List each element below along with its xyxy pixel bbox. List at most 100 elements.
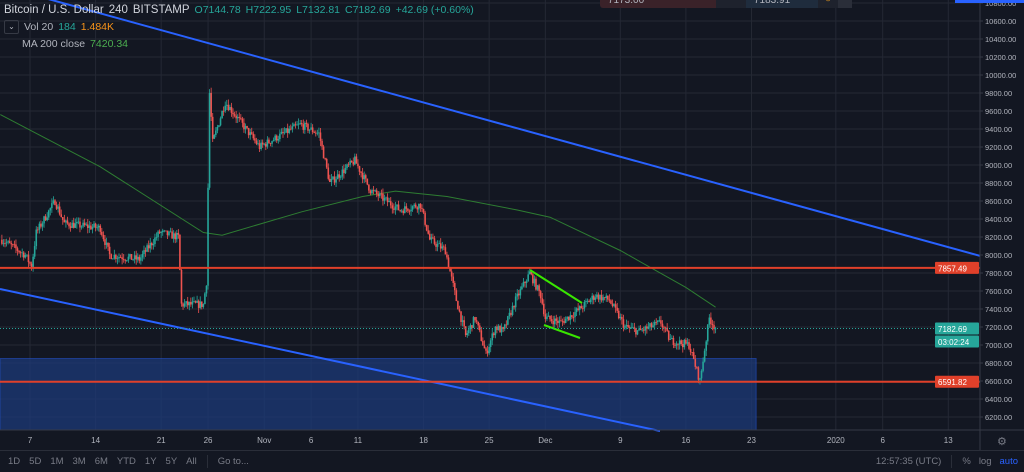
candle: [319, 132, 322, 141]
drawings[interactable]: [0, 0, 1024, 432]
candle: [289, 128, 292, 130]
time-tick-label: 13: [944, 436, 953, 445]
interval[interactable]: 240: [108, 4, 128, 16]
candle: [325, 159, 328, 168]
percent-toggle[interactable]: %: [962, 456, 971, 467]
buy-button[interactable]: 7183.91: [746, 0, 818, 8]
candle: [286, 128, 289, 133]
quantity-field[interactable]: [716, 0, 746, 8]
flag-lower-line[interactable]: [543, 324, 581, 339]
range-1d[interactable]: 1D: [8, 456, 21, 467]
candle: [271, 141, 273, 144]
candle: [582, 308, 584, 310]
auto-toggle[interactable]: auto: [999, 456, 1019, 467]
candle: [335, 179, 337, 183]
candle: [97, 225, 100, 228]
log-toggle[interactable]: log: [978, 456, 992, 467]
candle: [180, 269, 183, 304]
candle: [480, 330, 483, 341]
candle: [688, 342, 690, 349]
sell-button[interactable]: 7173.00: [600, 0, 716, 8]
volume-label[interactable]: Vol 20: [24, 21, 54, 33]
range-6m[interactable]: 6M: [94, 456, 108, 467]
channel-upper-line[interactable]: [30, 0, 1024, 269]
range-1m[interactable]: 1M: [50, 456, 64, 467]
range-1y[interactable]: 1Y: [144, 456, 157, 467]
candle: [222, 110, 225, 112]
candle: [663, 327, 665, 329]
candle: [4, 243, 6, 244]
time-tick-label: 23: [747, 436, 756, 445]
candle: [215, 130, 217, 135]
candle: [628, 327, 631, 329]
level-price-label-bg: [935, 261, 979, 274]
candle: [542, 303, 545, 315]
candle: [355, 156, 358, 164]
settings-gear-icon[interactable]: ⚙: [997, 436, 1007, 448]
clock[interactable]: 12:57:35 (UTC): [875, 456, 942, 467]
high-value: H7222.95: [245, 4, 292, 16]
candle: [111, 258, 114, 260]
range-5y[interactable]: 5Y: [165, 456, 178, 467]
candle: [425, 224, 428, 231]
price-tick-label: 8400.00: [985, 215, 1012, 224]
range-ytd[interactable]: YTD: [116, 456, 136, 467]
price-chart[interactable]: 10800.00 10600.00 10400.00 10200.00 10000.00…: [0, 0, 1024, 450]
ma-label[interactable]: MA 200 close: [22, 38, 86, 50]
candle: [424, 212, 426, 225]
candle: [119, 257, 122, 258]
order-icon[interactable]: ○: [818, 0, 838, 8]
channel-lower-line[interactable]: [0, 288, 661, 432]
candle: [578, 306, 581, 311]
demand-zone-rect[interactable]: [0, 358, 757, 431]
buy-sell-widget[interactable]: 7173.00 7183.91 ○ –: [600, 0, 852, 8]
candle: [30, 263, 33, 269]
candle: [363, 175, 365, 180]
candle: [108, 246, 111, 255]
candle: [86, 224, 89, 228]
range-5d[interactable]: 5D: [29, 456, 42, 467]
candle: [419, 203, 422, 208]
candle: [122, 259, 125, 260]
horizontal-levels[interactable]: [0, 266, 980, 383]
candle: [219, 118, 222, 126]
time-axis[interactable]: 7 14 21 26 Nov 6 11 18 25 Dec 9 16 23 2020 6 13: [28, 436, 953, 445]
candle: [686, 342, 689, 344]
candle: [471, 325, 473, 328]
candle: [96, 227, 98, 229]
candle: [377, 193, 380, 197]
candle: [389, 201, 392, 206]
candle: [244, 126, 247, 130]
bar-countdown-label: 03:02:24: [938, 338, 970, 347]
demand-zone[interactable]: [0, 358, 757, 431]
price-axis[interactable]: 10800.00 10600.00 10400.00 10200.00 10000.00…: [0, 0, 1024, 450]
candle: [268, 139, 270, 144]
candle: [539, 291, 542, 299]
candle: [358, 166, 361, 172]
goto-button[interactable]: Go to...: [217, 456, 249, 467]
open-value: O7144.78: [194, 4, 241, 16]
range-3m[interactable]: 3M: [72, 456, 86, 467]
candle: [497, 326, 500, 330]
candle: [15, 244, 17, 249]
grid: [0, 0, 980, 430]
range-all[interactable]: All: [186, 456, 197, 467]
minimize-icon[interactable]: –: [838, 0, 852, 8]
candle: [94, 223, 97, 228]
last-price-label-bg: [935, 322, 979, 335]
symbol-name[interactable]: Bitcoin / U.S. Dollar: [4, 4, 104, 16]
candle: [240, 117, 242, 119]
candle: [13, 244, 16, 246]
chevron-down-icon[interactable]: ⌄: [4, 20, 19, 34]
flag-upper-line[interactable]: [529, 269, 583, 304]
candle: [617, 310, 620, 319]
candle: [514, 296, 517, 308]
candle: [224, 105, 227, 112]
candle: [110, 254, 113, 259]
candle: [552, 320, 554, 325]
candle: [318, 132, 320, 134]
candle: [133, 255, 136, 260]
candle: [260, 142, 262, 149]
candle: [263, 143, 266, 145]
candles: [1, 87, 717, 385]
